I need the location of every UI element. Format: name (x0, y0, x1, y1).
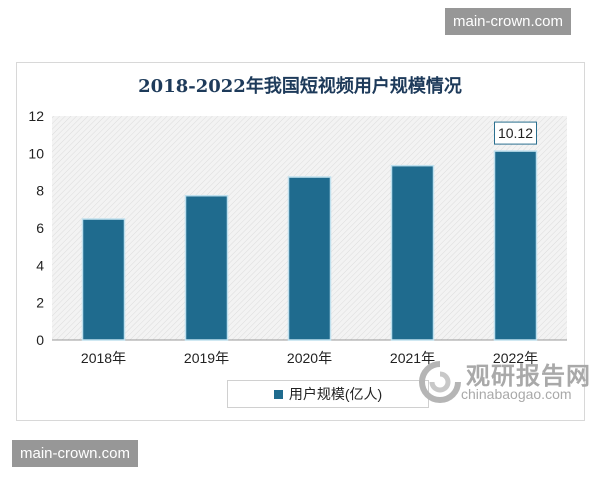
watermark: main-crown.com (445, 8, 572, 35)
watermark: main-crown.com (12, 440, 139, 467)
data-label: 10.12 (498, 125, 533, 141)
legend-swatch (273, 389, 283, 399)
logo-text-en: chinabaogao.com (461, 386, 572, 402)
x-tick-label: 2022年 (493, 350, 538, 366)
x-tick-label: 2019年 (184, 350, 229, 366)
data-label-box (494, 121, 537, 145)
y-tick-label: 4 (36, 257, 44, 273)
logo-text-cn: 观研报告网 (466, 363, 591, 390)
bar-2018年 (81, 218, 126, 341)
y-tick-label: 6 (36, 220, 44, 236)
bar-2019年 (184, 194, 229, 341)
y-tick-label: 12 (28, 108, 44, 124)
logo-swirl-icon (419, 361, 461, 403)
y-tick-label: 8 (36, 183, 44, 199)
chart-title: 2018-2022年我国短视频用户规模情况 (138, 76, 462, 97)
x-tick-label: 2021年 (390, 350, 435, 366)
legend: 用户规模(亿人) (227, 380, 429, 408)
y-tick-label: 2 (36, 295, 44, 311)
bar-2021年 (390, 164, 435, 341)
x-tick-label: 2020年 (287, 350, 332, 366)
legend-label: 用户规模(亿人) (288, 386, 383, 402)
bar-2020年 (287, 176, 332, 341)
bar-2022年 (493, 150, 538, 341)
y-tick-label: 10 (28, 145, 44, 161)
x-tick-label: 2018年 (81, 350, 126, 366)
y-tick-label: 0 (36, 332, 44, 348)
